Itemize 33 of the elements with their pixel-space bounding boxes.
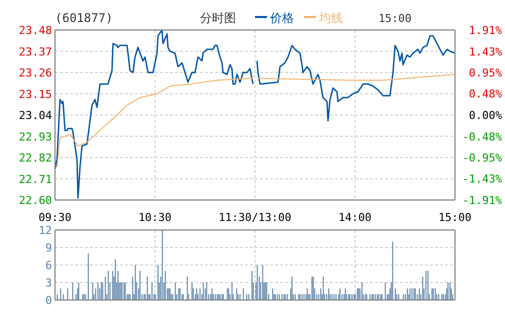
text: 0.95%: [468, 66, 502, 80]
text: -1.91%: [462, 194, 502, 207]
x-tick-label: 09:30: [38, 211, 72, 224]
legend-label: 均线: [318, 11, 343, 25]
x-tick-label: 15:00: [438, 211, 472, 224]
text: 0.48%: [468, 88, 502, 101]
text: -0.48%: [462, 130, 502, 144]
y-tick-label: 22.71: [18, 172, 52, 186]
chart-subtitle: 分时图: [200, 11, 236, 25]
chart-title: (601877): [55, 11, 113, 25]
y-tick-label: 23.37: [18, 45, 52, 58]
x-tick-label: 11:30/13:00: [218, 211, 292, 224]
y-tick-label: 23.26: [18, 66, 52, 80]
y-tick-label: 3: [45, 276, 52, 290]
y-tick-label: 0: [45, 294, 52, 307]
y-tick-label: 23.15: [18, 88, 52, 101]
text: 0.00%: [468, 109, 502, 122]
text: 15:00: [378, 12, 412, 25]
y-tick-label: 9: [45, 242, 52, 254]
x-tick-label: 10:30: [138, 211, 172, 224]
y-tick-label: 22.60: [18, 194, 52, 207]
y-tick-label: 23.48: [18, 24, 52, 37]
y-tick-label: 23.04: [18, 109, 52, 122]
x-tick-label: 14:00: [338, 211, 372, 224]
y-tick-label: 22.82: [18, 152, 52, 164]
y-tick-label: 6: [45, 259, 52, 272]
text: -1.43%: [462, 172, 502, 186]
legend-label: 价格: [269, 11, 294, 25]
y-tick-label: 22.93: [18, 130, 52, 144]
text: 1.91%: [468, 24, 502, 37]
text: -0.95%: [462, 151, 502, 164]
text: 1.43%: [468, 45, 502, 58]
y-tick-label: 12: [38, 224, 52, 237]
